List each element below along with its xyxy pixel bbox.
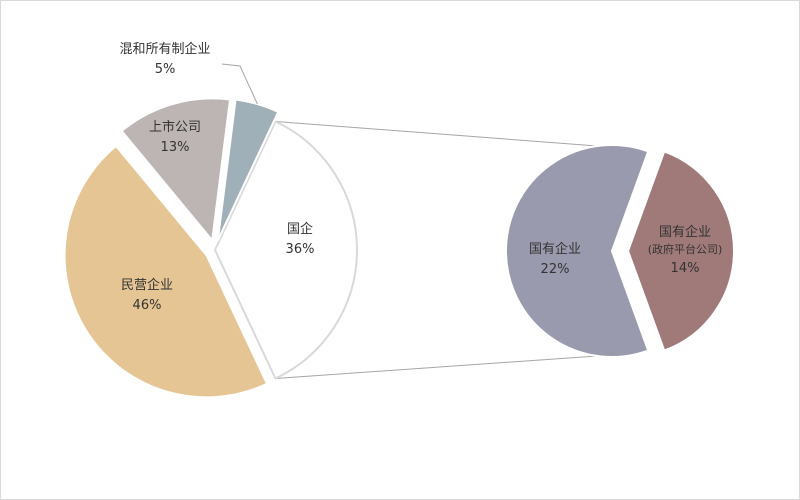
connector-line-bottom [275, 355, 598, 379]
mixed-ownership-leader-line [221, 63, 258, 105]
slice-mixed-ownership-value: 5% [155, 62, 176, 77]
sub-slice-soe-government-platform-value: 14% [671, 261, 700, 276]
slice-private-enterprise-value: 46% [133, 298, 162, 313]
slice-listed-company-label: 上市公司 [149, 119, 201, 135]
sub-slice-soe-government-platform [626, 150, 735, 352]
slice-private-enterprise-label: 民营企业 [121, 277, 173, 293]
slice-mixed-ownership-label: 混和所有制企业 [119, 41, 210, 57]
sub-slice-soe-general [505, 144, 650, 358]
slice-soe-value: 36% [286, 242, 315, 257]
slice-mixed-ownership [216, 98, 280, 241]
slice-listed-company-value: 13% [161, 140, 190, 155]
slice-soe [213, 120, 358, 380]
sub-slice-soe-general-value: 22% [541, 262, 570, 277]
sub-slice-soe-general-label: 国有企业 [529, 241, 581, 257]
sub-slice-soe-government-platform-label: 国有企业 [659, 224, 711, 240]
connector-line-top [275, 121, 598, 147]
slice-listed-company [120, 97, 232, 243]
slice-private-enterprise [63, 144, 269, 399]
slice-soe-label: 国企 [287, 221, 313, 237]
sub-slice-soe-government-platform-sublabel: (政府平台公司) [648, 242, 723, 256]
